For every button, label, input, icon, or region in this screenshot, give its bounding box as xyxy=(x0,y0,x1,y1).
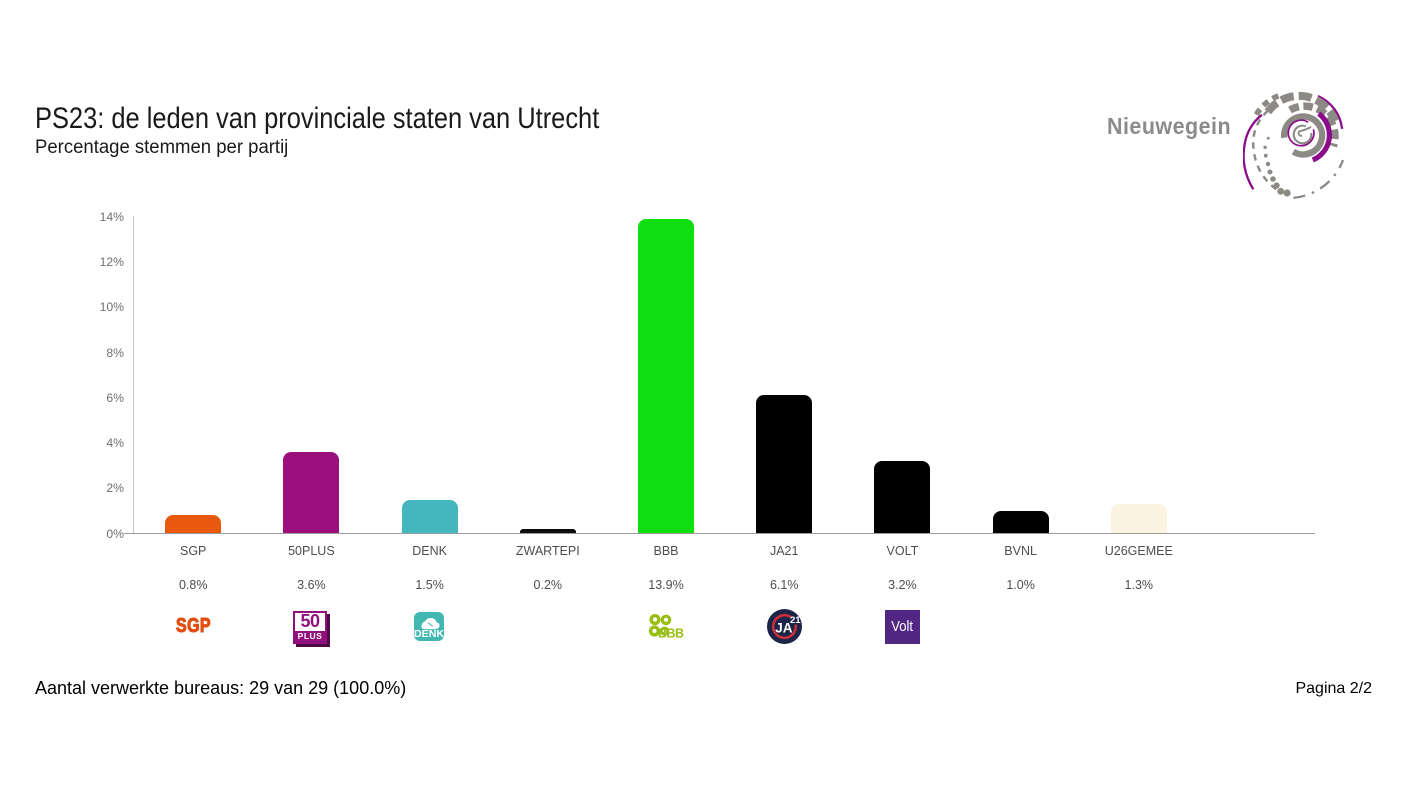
svg-text:JA: JA xyxy=(775,621,793,636)
svg-text:BBB: BBB xyxy=(658,627,684,640)
svg-text:21: 21 xyxy=(790,615,801,626)
